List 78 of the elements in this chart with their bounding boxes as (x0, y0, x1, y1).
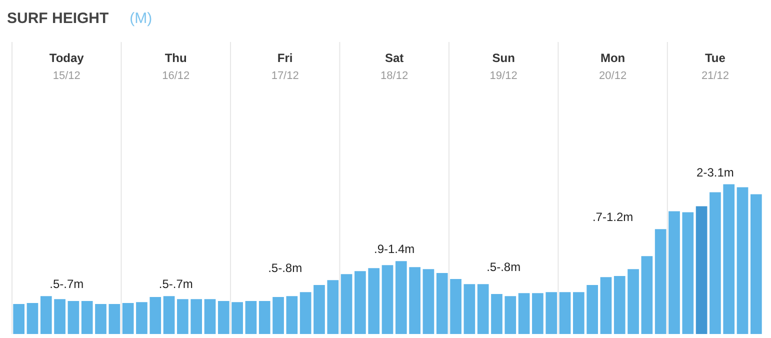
text: 20/12 (599, 70, 627, 82)
bar (436, 273, 448, 334)
bar (190, 299, 202, 334)
bar (232, 302, 243, 334)
bar (177, 299, 188, 334)
bar (518, 293, 530, 334)
bar (368, 268, 380, 334)
annotation: .5-.8m (486, 260, 521, 274)
bar (491, 294, 502, 334)
bar (382, 265, 394, 334)
text: Tue (704, 51, 726, 65)
bar (477, 284, 489, 334)
text: 19/12 (490, 70, 518, 82)
bar (300, 292, 312, 334)
bar (572, 292, 584, 334)
text: Today (49, 51, 84, 65)
chart-subtitle: (M) (130, 10, 152, 27)
bar (258, 301, 270, 334)
bar (546, 292, 558, 334)
bar (395, 261, 407, 334)
annotation: .9-1.4m (374, 242, 415, 256)
bar (26, 303, 38, 334)
bar (696, 206, 708, 334)
bar (668, 211, 680, 334)
bar (586, 285, 598, 334)
bar (108, 304, 120, 334)
text: Sun (492, 51, 515, 65)
bar (654, 229, 666, 334)
bar (504, 296, 516, 334)
chart-title: SURF HEIGHT (7, 10, 109, 27)
text: 15/12 (52, 70, 80, 82)
bar (163, 296, 175, 334)
text: Fri (277, 51, 293, 65)
bar (54, 299, 66, 334)
bar (314, 285, 325, 334)
bar (354, 271, 366, 334)
annotation: .5-.8m (268, 261, 302, 276)
bar (682, 212, 694, 334)
bar (409, 267, 420, 334)
text: 18/12 (380, 70, 408, 82)
bar (450, 279, 462, 334)
annotation: .5-.7m (50, 277, 84, 292)
text: 21/12 (701, 70, 729, 82)
text: Thu (164, 51, 187, 65)
bar (559, 292, 571, 334)
bar (600, 277, 612, 334)
bar (723, 184, 735, 334)
text: 16/12 (162, 70, 190, 82)
bar (150, 297, 162, 334)
bar (95, 304, 106, 334)
annotation: .7-1.2m (592, 210, 634, 224)
bar (81, 301, 93, 334)
bar (422, 269, 434, 334)
bar (327, 280, 339, 334)
annotation: .5-.7m (158, 277, 193, 292)
bar (750, 194, 762, 334)
bar (218, 301, 230, 334)
bar (122, 303, 134, 334)
bar (40, 296, 52, 334)
bar (204, 299, 216, 334)
bar (710, 192, 721, 334)
bar (340, 274, 352, 334)
bar (614, 276, 626, 334)
text: Mon (600, 51, 626, 65)
text: 2-3.1m (696, 165, 734, 180)
bar (736, 187, 748, 334)
bar (136, 302, 148, 334)
bar (286, 296, 298, 334)
bar (245, 301, 257, 334)
bar (272, 297, 284, 334)
bar (464, 284, 476, 334)
text: Sat (384, 51, 404, 65)
bar (532, 293, 544, 334)
bar (628, 269, 639, 334)
bar (13, 304, 24, 334)
bar (641, 256, 653, 334)
bar (68, 301, 80, 334)
text: 17/12 (271, 70, 299, 82)
